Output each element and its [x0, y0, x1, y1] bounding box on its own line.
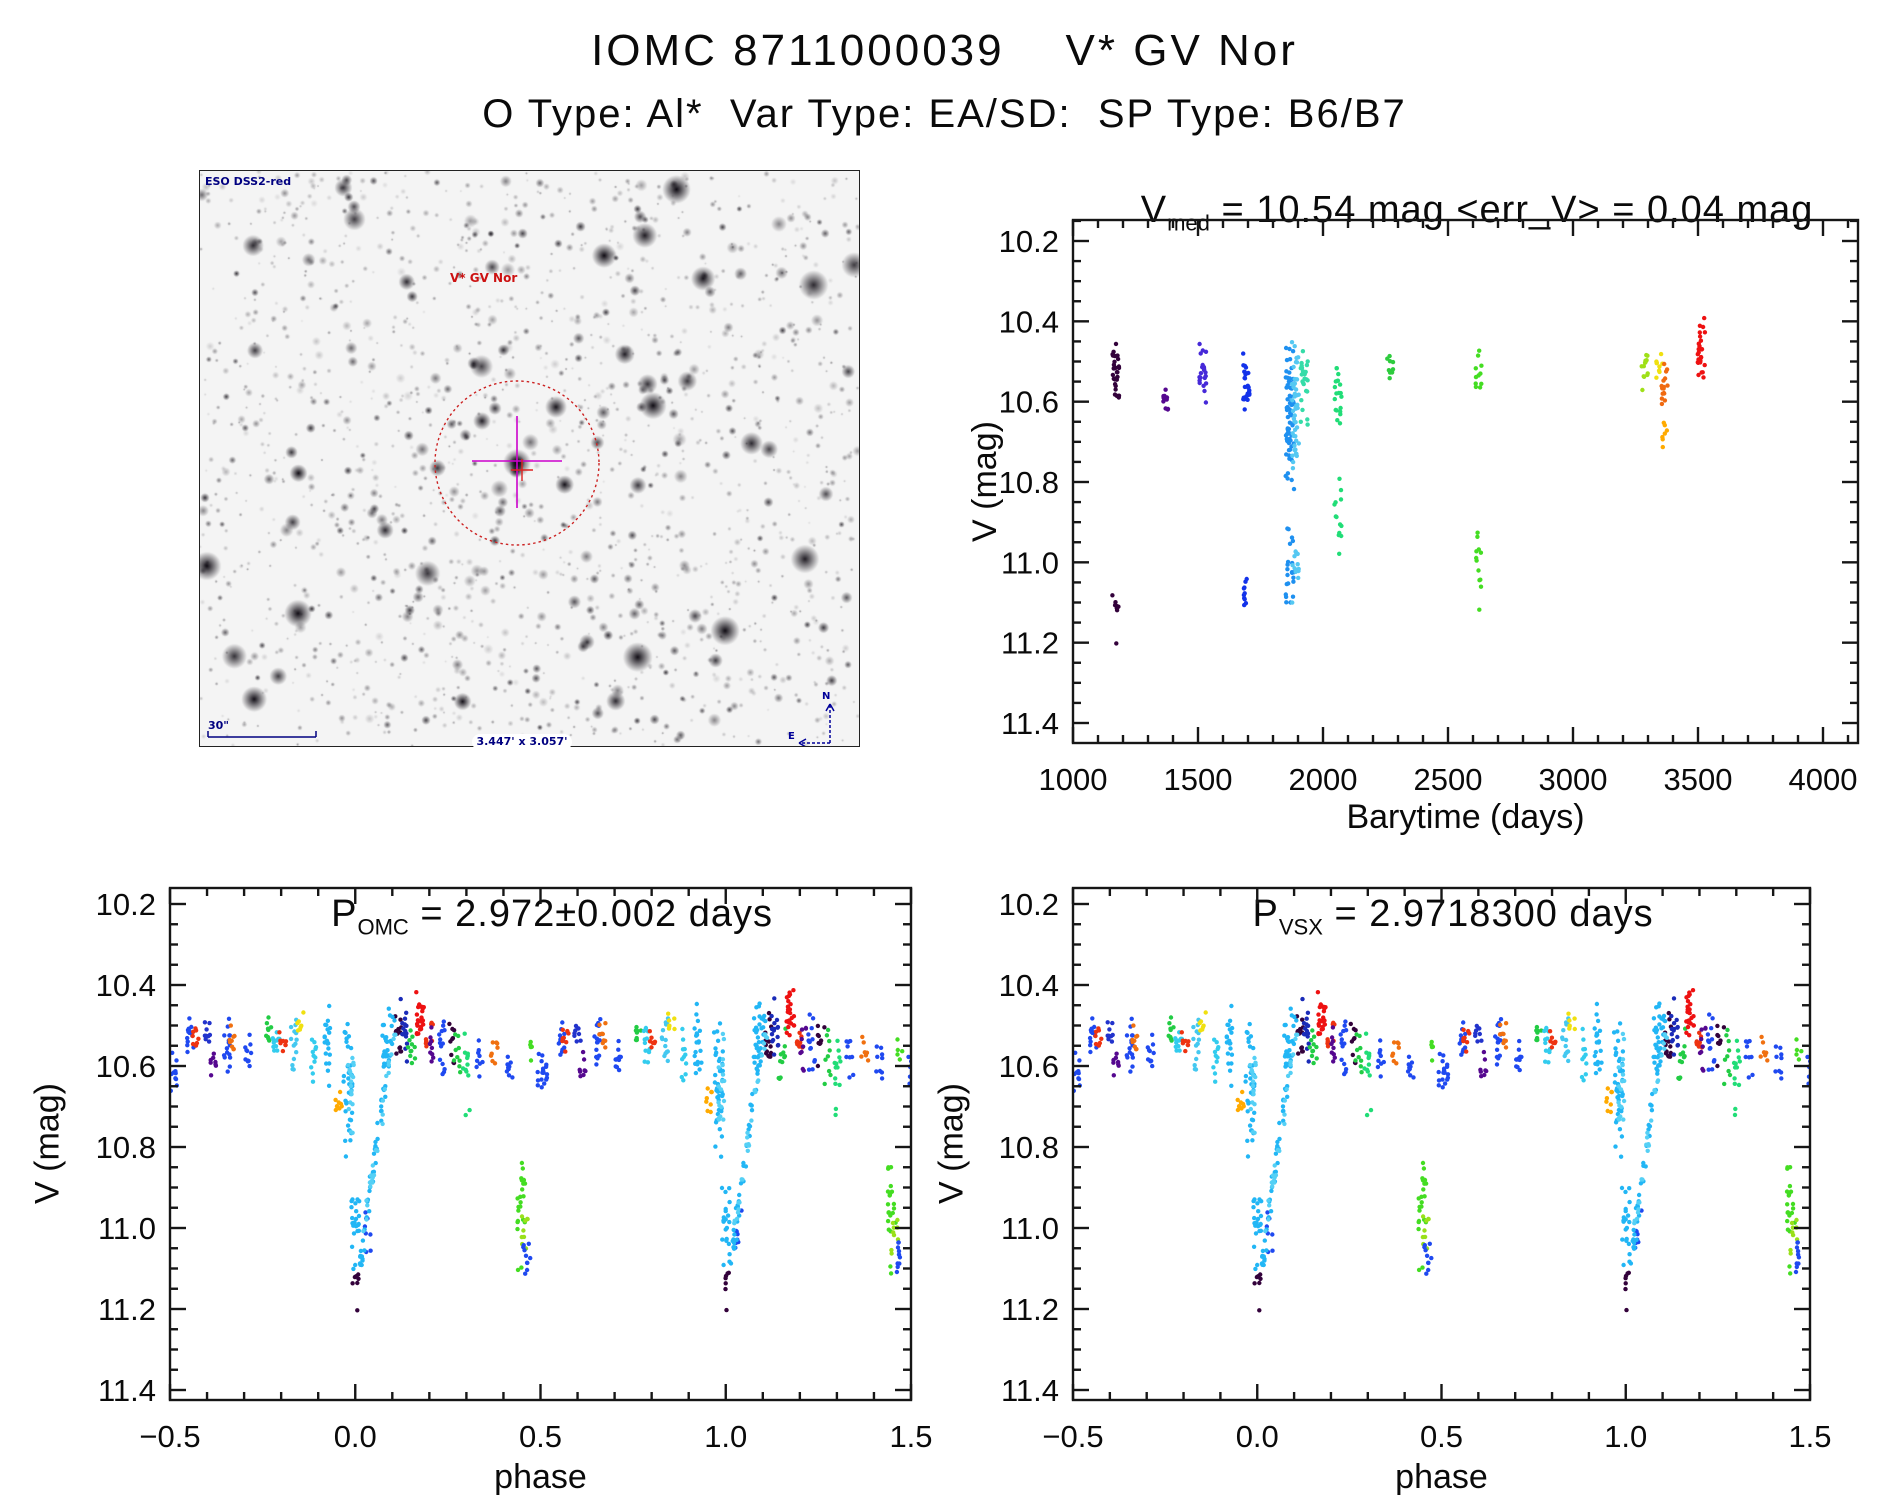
phase_vsx-tick-labels: −0.5 0.0 0.5 1.0 1.5 10.2 10.4 10.6 10.8 11.0 11.2… [999, 887, 1832, 1454]
phase_omc-points [170, 988, 911, 1313]
svg-text:10.8: 10.8 [96, 1130, 156, 1165]
svg-text:1000: 1000 [1039, 762, 1108, 797]
page-title: IOMC 8711000039 V* GV Nor [591, 26, 1298, 75]
svg-text:11.0: 11.0 [1001, 545, 1059, 580]
page-subtitle: O Type: Al* Var Type: EA/SD: SP Type: B6… [482, 92, 1407, 136]
svg-text:3500: 3500 [1664, 762, 1733, 797]
svg-text:10.6: 10.6 [999, 385, 1059, 420]
phase_omc-axes [168, 886, 913, 1402]
barytime-plot-title: Vmed = 10.54 mag <err_V> = 0.04 mag [1140, 189, 1814, 236]
compass-icon [799, 704, 831, 744]
omc-xlabel: phase [494, 1458, 587, 1496]
svg-text:10.8: 10.8 [999, 1130, 1059, 1165]
crosshair-icon [472, 416, 562, 508]
vsx-plot-title: PVSX = 2.9718300 days [1252, 893, 1654, 940]
starfield-image [200, 171, 859, 746]
phase_vsx-points [1073, 988, 1810, 1313]
barytime-xlabel: Barytime (days) [1346, 798, 1585, 836]
scale-bar [207, 731, 317, 738]
red-cross-icon [511, 459, 533, 481]
svg-text:11.2: 11.2 [98, 1292, 156, 1327]
svg-text:10.4: 10.4 [999, 304, 1059, 339]
target-circle-icon [434, 380, 600, 546]
svg-text:10.2: 10.2 [999, 887, 1059, 922]
barytime-tick-labels: 1000 1500 2000 2500 3000 3500 4000 10.2 10.4 10.6… [999, 224, 1858, 797]
target-star-label: V* GV Nor [450, 271, 518, 285]
phase_vsx-axes [1071, 886, 1812, 1402]
svg-text:10.4: 10.4 [96, 968, 156, 1003]
svg-text:3000: 3000 [1539, 762, 1608, 797]
survey-label: ESO DSS2-red [205, 175, 292, 188]
svg-text:1.0: 1.0 [704, 1419, 747, 1454]
svg-text:11.0: 11.0 [98, 1211, 156, 1246]
svg-text:0.0: 0.0 [1236, 1419, 1279, 1454]
svg-text:4000: 4000 [1789, 762, 1858, 797]
svg-text:10.4: 10.4 [999, 968, 1059, 1003]
svg-text:11.2: 11.2 [1001, 1292, 1059, 1327]
scale-bar-label: 30" [208, 719, 230, 732]
compass-north-label: N [822, 691, 831, 702]
omc-plot-title: POMC = 2.972±0.002 days [331, 893, 774, 940]
svg-text:10.2: 10.2 [96, 887, 156, 922]
svg-text:10.6: 10.6 [999, 1049, 1059, 1084]
vsx-xlabel: phase [1395, 1458, 1488, 1496]
svg-text:1.5: 1.5 [889, 1419, 932, 1454]
barytime-points [1110, 315, 1708, 646]
svg-text:0.5: 0.5 [1420, 1419, 1463, 1454]
svg-text:10.2: 10.2 [999, 224, 1059, 259]
svg-text:10.8: 10.8 [999, 465, 1059, 500]
compass-arrowheads [798, 703, 835, 746]
fov-label: 3.447' x 3.057' [472, 734, 572, 750]
svg-text:−0.5: −0.5 [1042, 1419, 1103, 1454]
sky-image-panel: ESO DSS2-red V* GV Nor 30" 3.447' x 3.05… [199, 170, 860, 750]
svg-text:0.0: 0.0 [334, 1419, 377, 1454]
svg-text:11.4: 11.4 [98, 1373, 156, 1408]
svg-text:1.5: 1.5 [1788, 1419, 1831, 1454]
svg-text:11.0: 11.0 [1001, 1211, 1059, 1246]
svg-text:2000: 2000 [1289, 762, 1358, 797]
svg-text:1.0: 1.0 [1604, 1419, 1647, 1454]
sky-annotations [207, 380, 835, 746]
phase_omc-tick-labels: −0.5 0.0 0.5 1.0 1.5 10.2 10.4 10.6 10.8 11.0 11.2… [96, 887, 933, 1454]
svg-text:2500: 2500 [1414, 762, 1483, 797]
svg-text:0.5: 0.5 [519, 1419, 562, 1454]
svg-text:1500: 1500 [1164, 762, 1233, 797]
svg-text:11.4: 11.4 [1001, 706, 1059, 741]
barytime-axes [1071, 218, 1860, 745]
svg-text:11.4: 11.4 [1001, 1373, 1059, 1408]
svg-text:11.2: 11.2 [1001, 626, 1059, 661]
svg-text:−0.5: −0.5 [139, 1419, 200, 1454]
compass-east-label: E [788, 731, 795, 742]
svg-text:10.6: 10.6 [96, 1049, 156, 1084]
